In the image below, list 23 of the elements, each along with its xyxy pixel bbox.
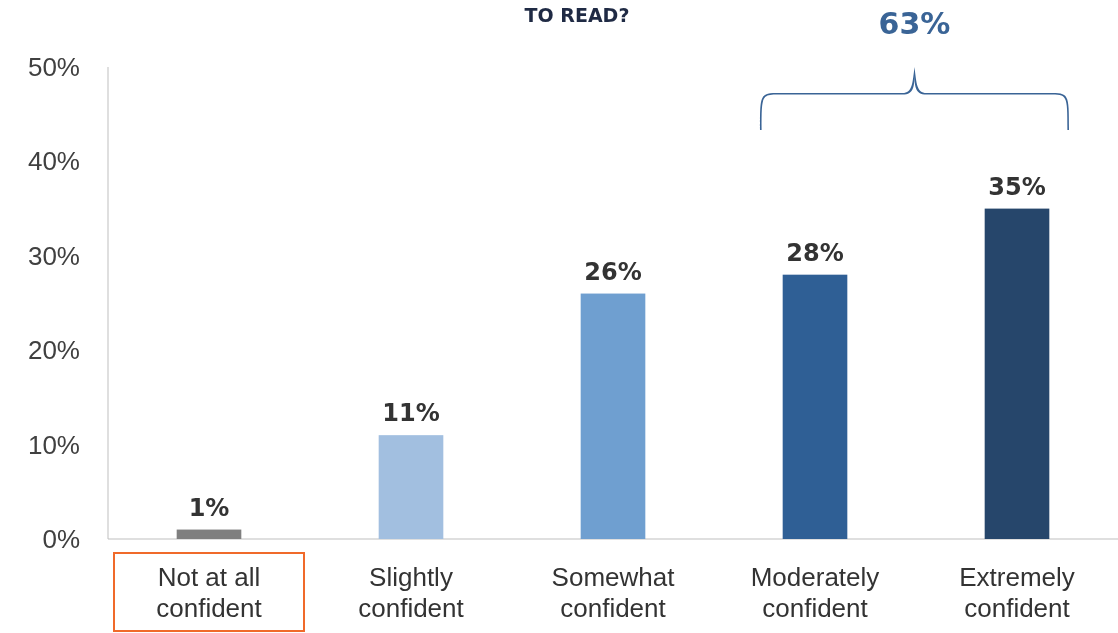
y-tick-label: 50% [27, 52, 80, 82]
text: 63% [878, 6, 951, 41]
x-tick-label: Extremely confident [959, 562, 1075, 623]
x-tick-label: Slightly confident [358, 562, 465, 623]
y-tick-label: 10% [27, 429, 80, 460]
x-tick-label: Moderately confident [750, 562, 880, 623]
data-label: 1% [188, 493, 230, 522]
data-label: 35% [988, 172, 1046, 201]
bar [984, 208, 1050, 539]
bar [378, 435, 444, 539]
bar [176, 529, 242, 539]
y-tick-label: 20% [27, 335, 80, 366]
y-tick-label: 30% [27, 240, 80, 271]
chart-title: TO READ? [524, 4, 630, 26]
x-tick-label: Somewhat confident [551, 562, 676, 623]
bar [580, 293, 646, 539]
bar [782, 274, 848, 539]
data-label: 26% [584, 257, 642, 286]
y-tick-label: 0% [42, 524, 80, 554]
y-tick-label: 40% [27, 146, 80, 177]
data-label: 28% [786, 238, 844, 267]
x-tick-label: Not at all confident [156, 562, 263, 623]
data-label: 11% [382, 399, 440, 428]
